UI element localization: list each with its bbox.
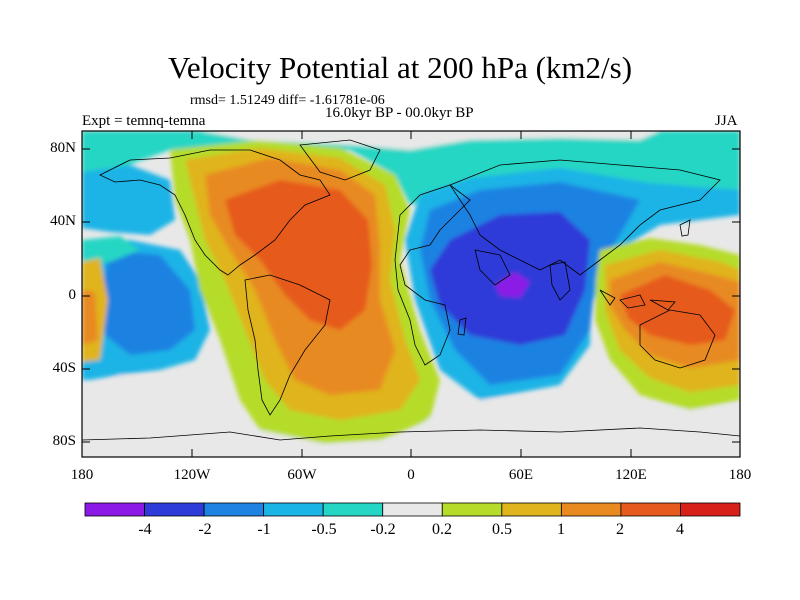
colorbar-swatch (560, 502, 622, 517)
lon-label: 60W (287, 467, 317, 483)
colorbar-label: -2 (198, 521, 212, 538)
stats-label: rmsd= 1.51249 diff= -1.61781e-06 (190, 93, 385, 108)
colorbar-label: -1 (257, 521, 271, 538)
colorbar-label: -0.5 (311, 521, 337, 538)
lat-label: 40N (50, 213, 76, 229)
experiment-label: Expt = temnq-temna (82, 113, 206, 129)
colorbar-swatch (263, 502, 324, 517)
lat-ticks (82, 148, 740, 443)
lat-label: 80S (52, 433, 76, 449)
lon-label: 180 (728, 467, 752, 483)
colorbar-swatch (620, 502, 681, 517)
lon-label: 0 (407, 467, 415, 483)
colorbar-swatch (501, 502, 562, 517)
colorbar-label: -4 (138, 521, 152, 538)
colorbar-swatch (144, 502, 205, 517)
colorbar-swatch (203, 502, 265, 517)
lon-label: 120W (173, 467, 211, 483)
colorbar-swatch (84, 502, 145, 517)
lat-label: 40S (52, 360, 76, 376)
colorbar-swatch (382, 502, 443, 517)
lat-label: 0 (68, 287, 77, 303)
colorbar-label: -0.2 (370, 521, 396, 538)
coastlines (82, 139, 740, 441)
map-title: Velocity Potential at 200 hPa (km2/s) (167, 50, 633, 85)
lon-label: 180 (70, 467, 94, 483)
period-label: 16.0kyr BP - 00.0kyr BP (325, 105, 474, 121)
colorbar-swatch (680, 502, 741, 517)
lon-label: 120E (615, 467, 647, 483)
colorbar (84, 502, 741, 517)
lat-label: 80N (50, 140, 76, 156)
colorbar-swatch (322, 502, 384, 517)
colorbar-label: 4 (676, 521, 684, 538)
lon-label: 60E (508, 467, 534, 483)
colorbar-label: 0.5 (492, 521, 512, 538)
colorbar-label: 1 (557, 521, 565, 538)
colorbar-label: 0.2 (432, 521, 452, 538)
colorbar-swatch (441, 502, 503, 517)
lon-ticks (81, 131, 632, 457)
velocity-potential-field (82, 131, 740, 457)
colorbar-label: 2 (616, 521, 624, 538)
season-label: JJA (715, 113, 738, 129)
